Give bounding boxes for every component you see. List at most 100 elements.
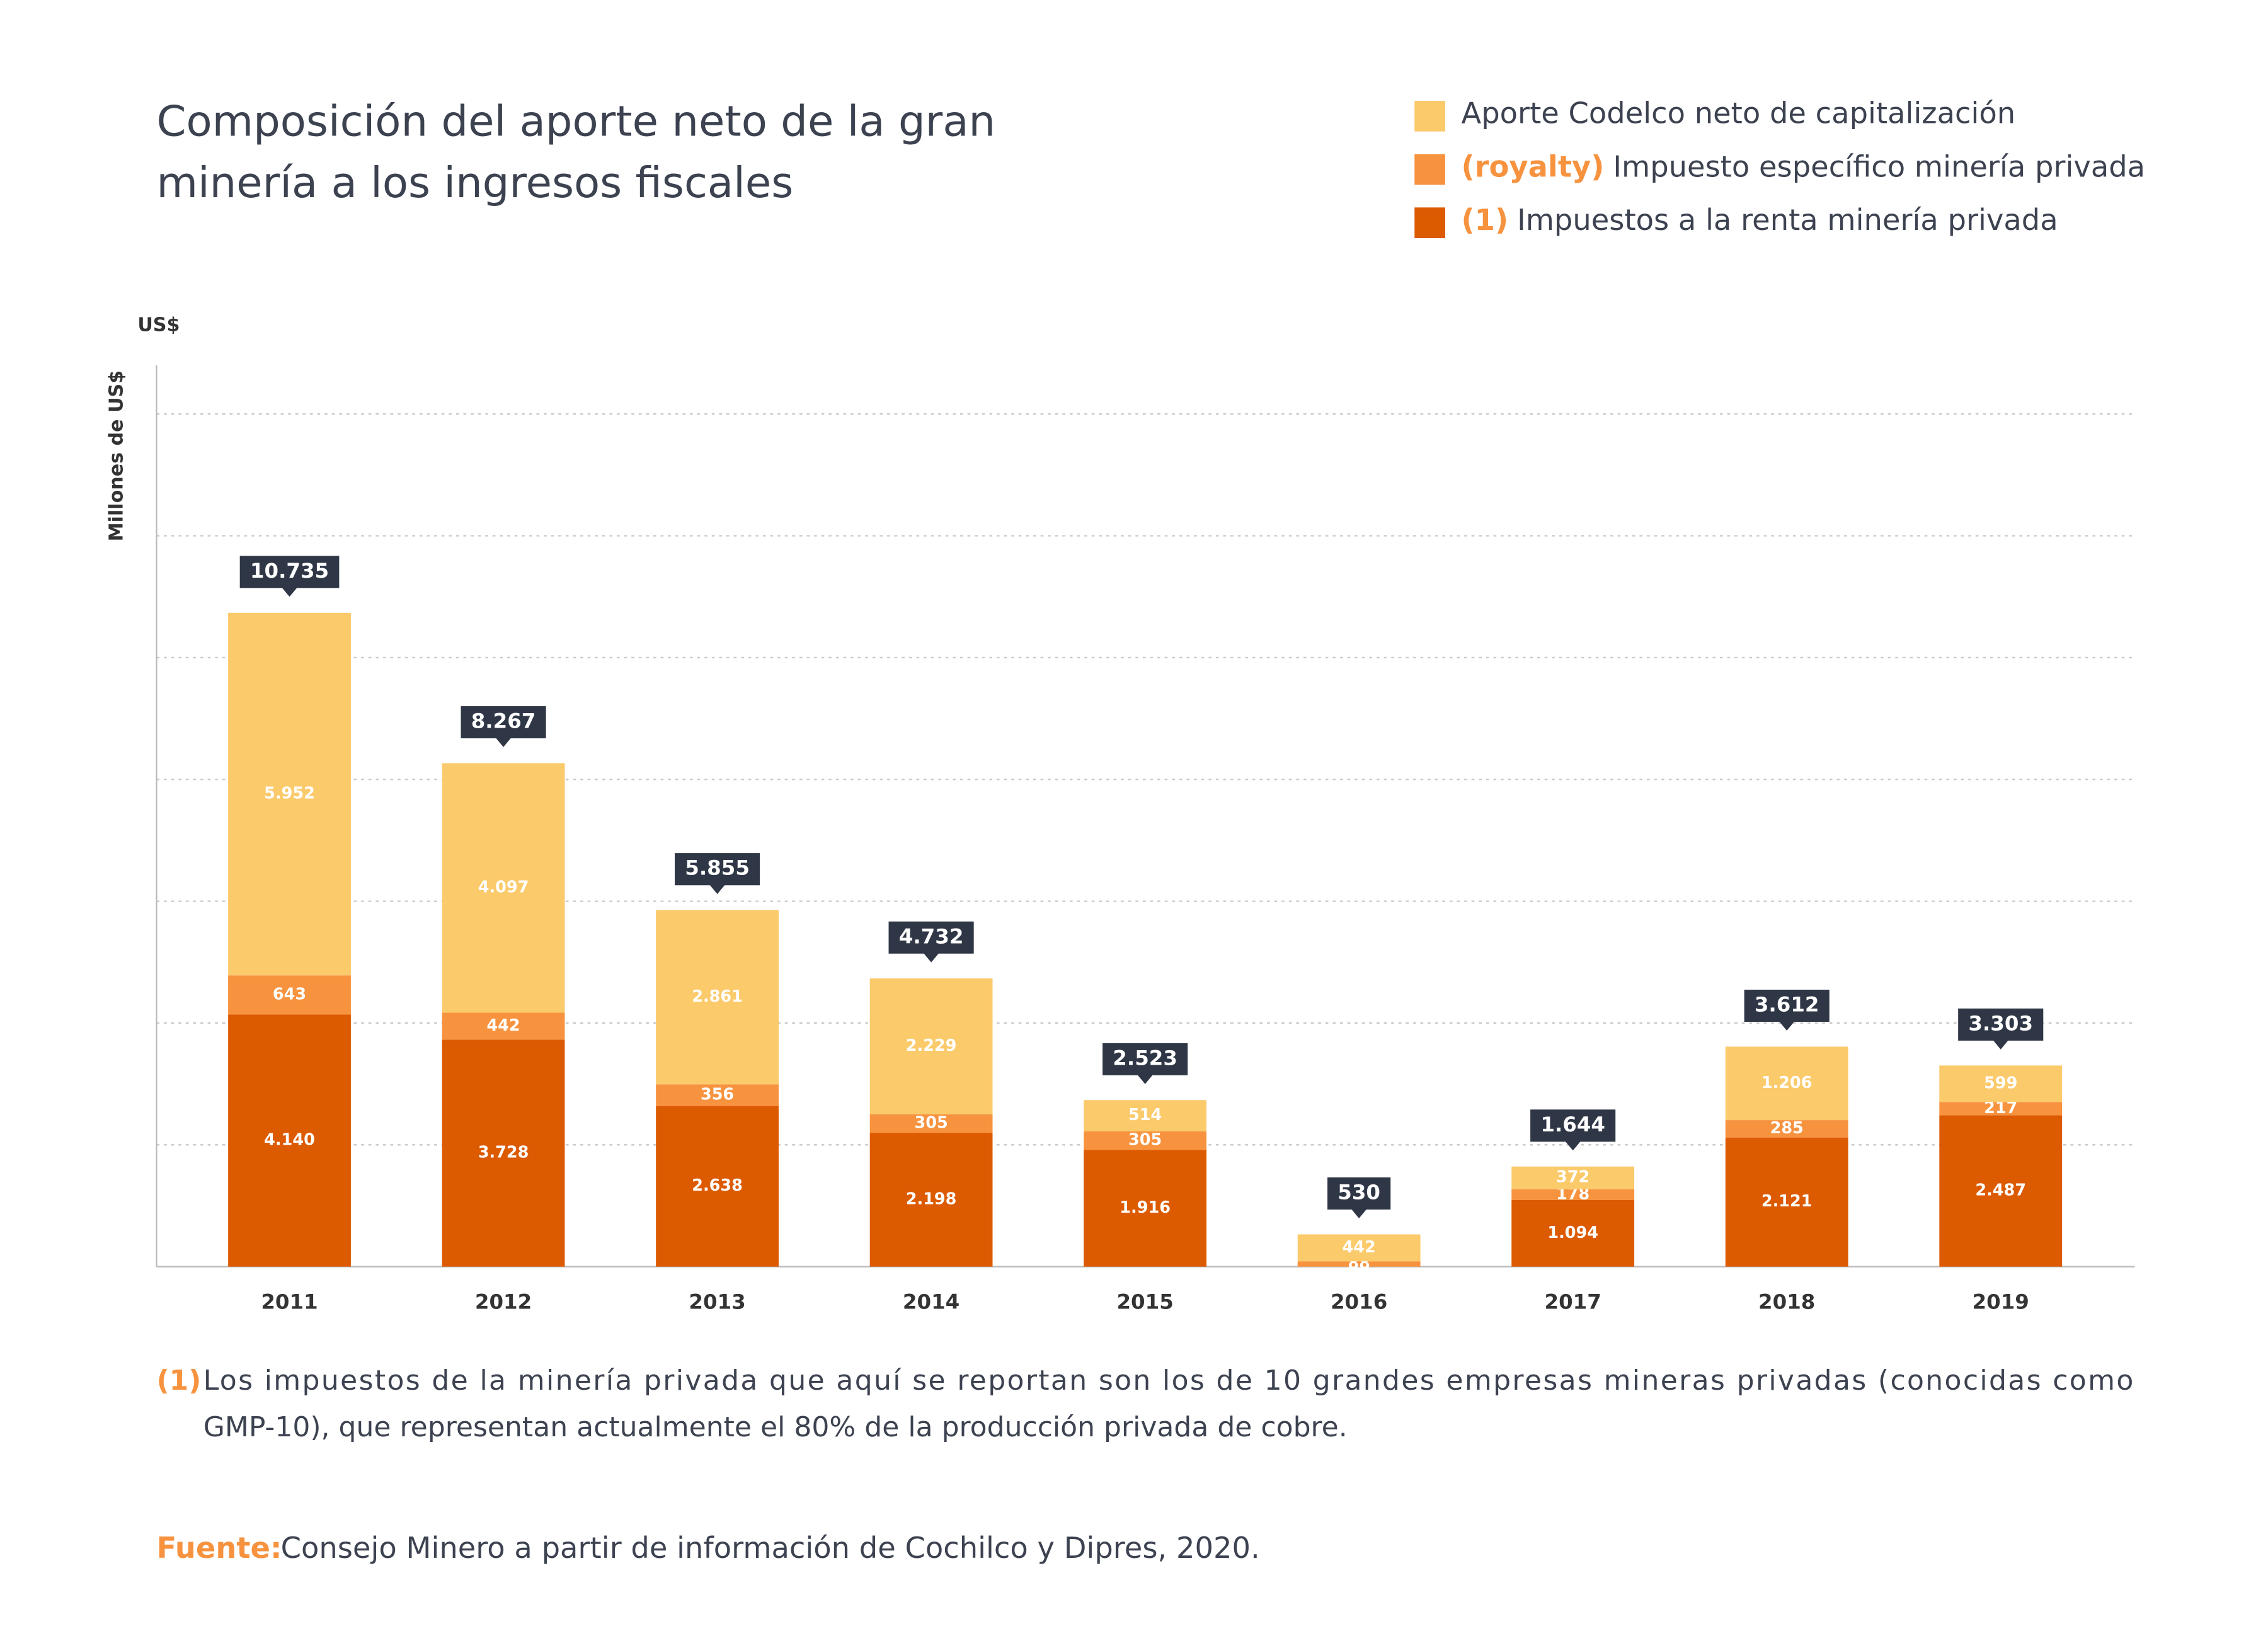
total-box [1102, 1043, 1188, 1084]
legend-label: Aporte Codelco neto de capitalización [1461, 96, 2015, 130]
x-tick-label: 2012 [475, 1290, 532, 1314]
bar-segment [869, 978, 993, 1114]
total-label: 5.855 [685, 856, 750, 880]
bar-segment [442, 1039, 565, 1267]
bar-value-label: 3.728 [478, 1143, 529, 1162]
bar-segment [1725, 1137, 1848, 1267]
x-tick-label: 2014 [903, 1290, 959, 1314]
bar-segment [869, 1133, 993, 1267]
total-callout: 3.303 [1958, 1008, 2044, 1050]
bar-value-label: 1.206 [1761, 1073, 1813, 1092]
total-callout: 8.267 [461, 706, 546, 747]
legend-label: Impuestos a la renta minería privada [1517, 203, 2058, 237]
total-box [461, 706, 546, 747]
total-label: 10.735 [250, 559, 329, 583]
bar-value-label: 5.952 [264, 784, 315, 803]
bar-value-label: 514 [1128, 1106, 1162, 1124]
total-box [1958, 1008, 2044, 1050]
total-callout: 3.612 [1744, 990, 1830, 1031]
bar-value-label: 442 [1343, 1238, 1376, 1257]
total-label: 3.612 [1755, 993, 1819, 1017]
bar-segment [1725, 1120, 1848, 1138]
bar-segment [1511, 1189, 1635, 1200]
total-callout: 1.644 [1530, 1109, 1616, 1151]
chart-title: minería a los ingresos fiscales [156, 158, 793, 207]
bar-segment [1084, 1131, 1207, 1150]
total-box [888, 921, 974, 963]
bar-segment [656, 910, 779, 1085]
bar-segment [1297, 1261, 1421, 1267]
bar-value-label: 599 [1984, 1073, 2017, 1092]
bar-segment [1511, 1166, 1635, 1189]
total-callout: 530 [1327, 1177, 1391, 1218]
x-tick-label: 2016 [1331, 1290, 1387, 1314]
legend-swatch [1414, 154, 1445, 185]
bar-segment [228, 1014, 351, 1267]
bar-value-label: 4.140 [264, 1131, 315, 1150]
legend-swatch [1414, 207, 1445, 239]
chart-title: Composición del aporte neto de la gran [156, 97, 995, 146]
total-callout: 10.735 [239, 556, 340, 597]
bar-value-label: 2.229 [906, 1036, 957, 1055]
bar-value-label: 356 [701, 1085, 734, 1104]
bar-segment [1297, 1234, 1421, 1262]
x-tick-label: 2018 [1758, 1290, 1815, 1314]
legend-note: (1) [1461, 203, 1508, 237]
source-label: Fuente: [156, 1531, 282, 1565]
total-label: 4.732 [899, 924, 964, 948]
total-box [1327, 1177, 1391, 1218]
bar-segment [656, 1084, 779, 1106]
footnote-line: Los impuestos de la minería privada que … [203, 1365, 2134, 1397]
legend-label: Impuesto específico minería privada [1613, 149, 2145, 183]
x-tick-label: 2011 [261, 1290, 318, 1314]
bar-value-label: 1.916 [1120, 1198, 1171, 1217]
bar-value-label: 305 [1128, 1131, 1162, 1150]
bar-value-label: 643 [273, 985, 306, 1004]
bar-value-label: 442 [486, 1016, 520, 1035]
bar-segment [1939, 1065, 2063, 1102]
total-box [239, 556, 340, 597]
bar-segment [1725, 1046, 1848, 1121]
bar-value-label: 305 [914, 1113, 948, 1132]
x-tick-label: 2017 [1545, 1290, 1601, 1314]
bar-value-label: 372 [1556, 1168, 1589, 1187]
bar-value-label: 2.638 [692, 1176, 743, 1195]
bar-segment [869, 1114, 993, 1133]
bar-segment [442, 763, 565, 1013]
legend-note: (royalty) [1461, 149, 1604, 183]
total-label: 8.267 [471, 709, 536, 733]
bar-segment [656, 1106, 779, 1267]
total-callout: 2.523 [1102, 1043, 1188, 1084]
unit-label: US$ [137, 314, 180, 336]
total-box [1744, 990, 1830, 1031]
bar-value-label: 1.094 [1547, 1223, 1598, 1242]
bar-segment [1084, 1100, 1207, 1131]
bar-segment [1939, 1115, 2063, 1267]
bar-segment [1511, 1199, 1635, 1267]
total-label: 3.303 [1968, 1011, 2033, 1035]
bar-segment [228, 612, 351, 976]
total-box [1530, 1109, 1616, 1151]
total-callout: 5.855 [675, 853, 760, 895]
bar-value-label: 2.198 [906, 1189, 957, 1208]
bar-value-label: 2.121 [1761, 1192, 1813, 1211]
bar-value-label: 285 [1770, 1119, 1804, 1138]
bar-segment [442, 1012, 565, 1040]
total-label: 530 [1337, 1181, 1380, 1205]
legend-swatch [1414, 101, 1445, 132]
total-callout: 4.732 [888, 921, 974, 963]
bar-value-label: 2.487 [1975, 1181, 2026, 1199]
total-label: 2.523 [1113, 1046, 1177, 1070]
total-label: 1.644 [1540, 1113, 1605, 1136]
source-text: Consejo Minero a partir de información d… [281, 1531, 1260, 1565]
bar-segment [1939, 1102, 2063, 1116]
footnote-marker: (1) [156, 1365, 201, 1397]
footnote-line: GMP-10), que representan actualmente el … [203, 1411, 1348, 1443]
bar-value-label: 2.861 [692, 987, 743, 1006]
bar-value-label: 4.097 [478, 878, 529, 896]
bar-segment [228, 975, 351, 1015]
x-tick-label: 2015 [1116, 1290, 1173, 1314]
total-box [675, 853, 760, 895]
x-tick-label: 2013 [689, 1290, 745, 1314]
